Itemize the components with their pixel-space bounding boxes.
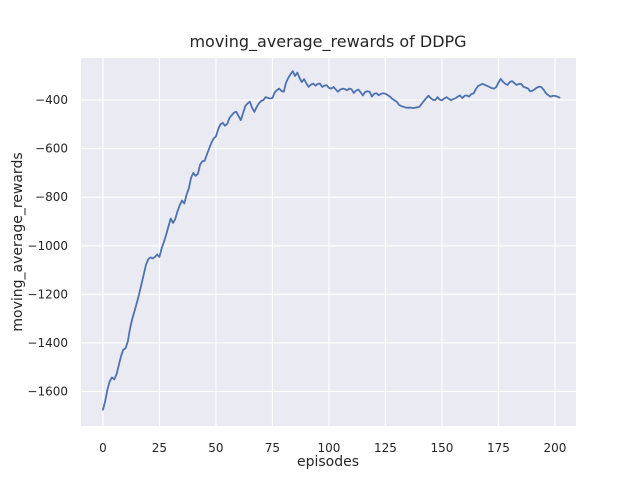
y-tick-label: −1400: [27, 336, 68, 350]
y-tick-label: −600: [35, 142, 68, 156]
grid-lines: [81, 58, 576, 426]
y-tick-label: −1200: [27, 287, 68, 301]
y-tick-label: −1600: [27, 385, 68, 399]
x-tick-label: 25: [152, 441, 167, 455]
reward-curve: [102, 70, 561, 411]
y-tick-label: −1000: [27, 239, 68, 253]
x-tick-label: 50: [208, 441, 223, 455]
y-tick-label: −800: [35, 190, 68, 204]
x-tick-label: 175: [487, 441, 510, 455]
x-tick-label: 75: [265, 441, 280, 455]
chart-title: moving_average_rewards of DDPG: [189, 32, 466, 52]
x-tick-labels: 0 25 50 75 100 125 150 175 200: [99, 441, 566, 455]
x-tick-label: 125: [374, 441, 397, 455]
y-tick-labels: −400 −600 −800 −1000 −1200 −1400 −1600: [27, 93, 68, 398]
y-axis-label: moving_average_rewards: [10, 152, 26, 331]
x-tick-label: 0: [99, 441, 107, 455]
x-axis-label: episodes: [297, 454, 359, 470]
x-tick-label: 150: [431, 441, 454, 455]
y-tick-label: −400: [35, 93, 68, 107]
x-tick-label: 100: [317, 441, 340, 455]
x-tick-label: 200: [544, 441, 567, 455]
